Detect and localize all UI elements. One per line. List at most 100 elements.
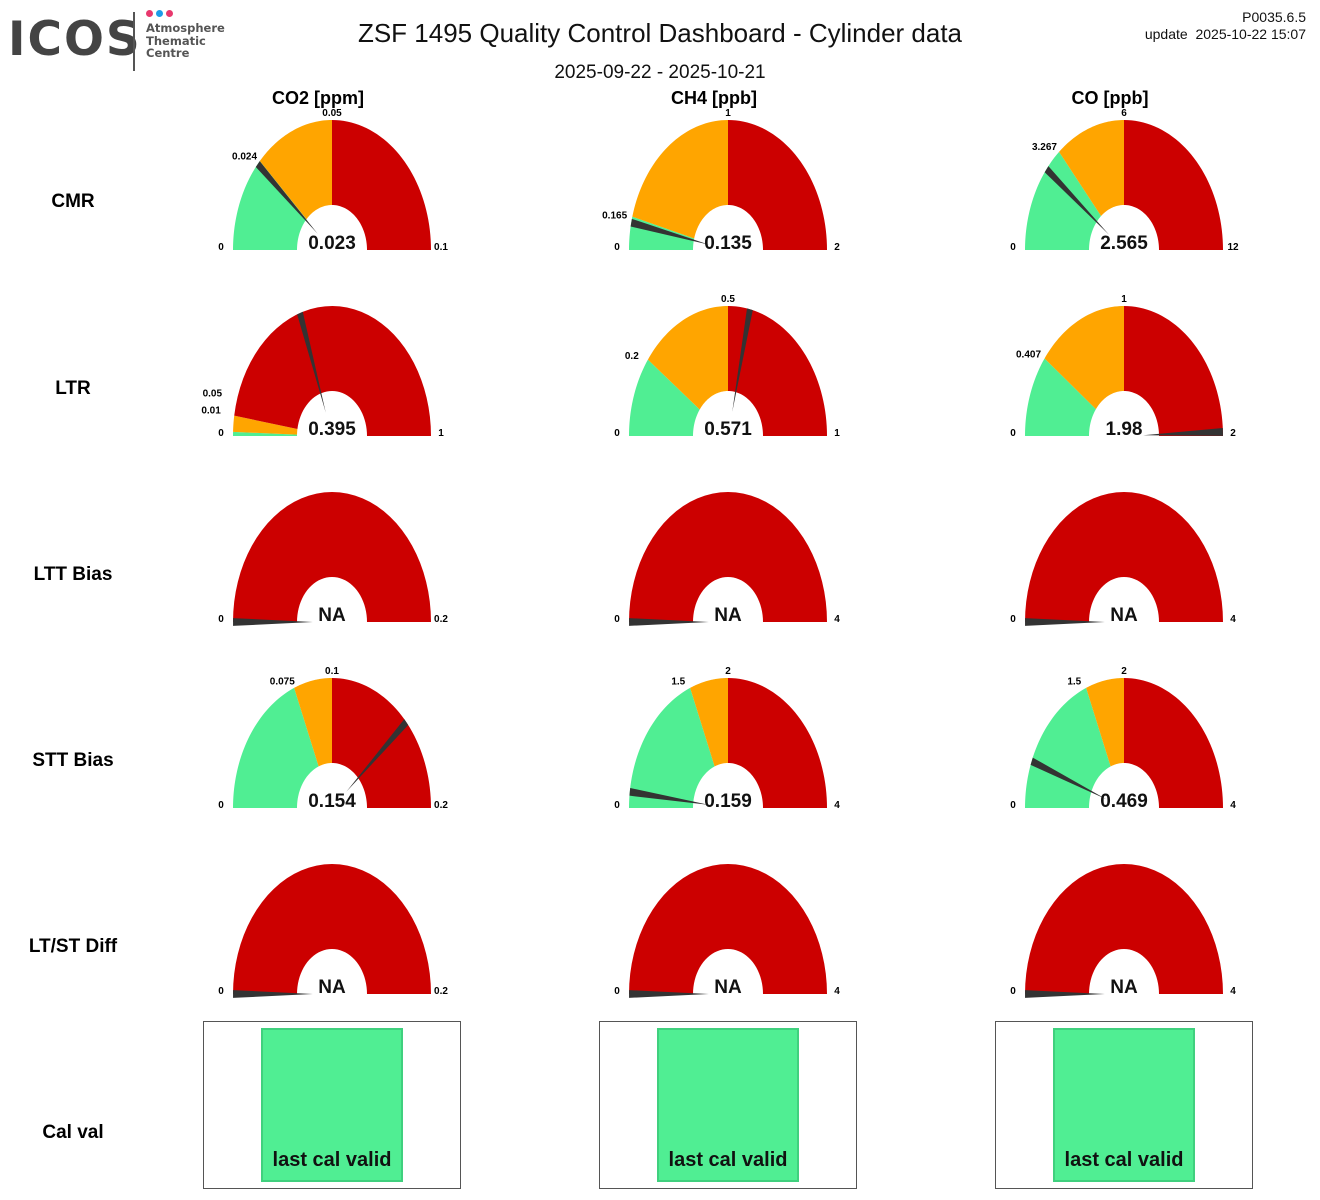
gauge-max-label: 1 [438, 428, 444, 439]
gauge-red-zone [332, 678, 431, 808]
gauge-red-zone [233, 492, 431, 622]
gauge-max-label: 0.2 [434, 986, 448, 997]
gauge-value: 1.98 [1106, 419, 1143, 440]
gauge-value: NA [714, 605, 742, 626]
gauge-needle [629, 618, 709, 626]
gauge-max-label: 4 [1230, 800, 1236, 811]
gauge-orange-threshold-label: 2 [725, 666, 731, 677]
gauge-needle [1025, 990, 1105, 998]
logo-divider [133, 12, 135, 71]
gauge-red-zone [1124, 678, 1223, 808]
cal-val-box-co2: last cal valid [203, 1021, 461, 1189]
gauge-min-label: 0 [1010, 986, 1016, 997]
gauge-red-zone [1025, 492, 1223, 622]
gauge-orange-zone [1044, 306, 1124, 410]
gauge-max-label: 4 [834, 614, 840, 625]
gauge-orange-threshold-label: 1 [725, 108, 731, 119]
gauge-max-label: 2 [834, 242, 840, 253]
gauge-red-zone [1124, 306, 1223, 436]
gauge-needle [255, 161, 318, 234]
gauge-green-threshold-label: 0.407 [1016, 350, 1041, 361]
gauge-red-zone [332, 120, 431, 250]
cal-status-label: last cal valid [668, 1149, 788, 1171]
gauge-orange-zone [1086, 678, 1124, 767]
gauge-red-zone [629, 864, 827, 994]
gauge-orange-zone [294, 678, 332, 767]
gauge-needle [233, 618, 313, 626]
gauge-min-label: 0 [614, 242, 620, 253]
gauge-min-label: 0 [1010, 800, 1016, 811]
gauge-orange-zone [647, 306, 728, 410]
row-label: LTR [55, 378, 91, 399]
gauge-orange-zone [259, 120, 332, 220]
logo-line: Centre [146, 46, 190, 60]
gauge-red-zone [728, 306, 827, 436]
gauge-green-zone [629, 359, 700, 436]
gauge-green-zone [233, 687, 319, 808]
gauge-green-zone [1025, 358, 1096, 436]
column-header: CO [ppb] [1072, 88, 1149, 108]
gauge-max-label: 0.2 [434, 800, 448, 811]
gauge-orange-threshold-label: 0.05 [203, 388, 223, 399]
gauge-max-label: 1 [834, 428, 840, 439]
gauge-orange-zone [1059, 120, 1124, 217]
page-title: ZSF 1495 Quality Control Dashboard - Cyl… [357, 18, 963, 48]
gauge-green-threshold-label: 0.024 [232, 152, 257, 163]
gauge-value: 2.565 [1100, 233, 1148, 254]
gauge-max-label: 2 [1230, 428, 1236, 439]
gauge-min-label: 0 [218, 800, 224, 811]
gauge-red-zone [233, 864, 431, 994]
row-label: Cal val [42, 1122, 103, 1143]
gauge-value: 0.023 [308, 233, 356, 254]
gauge-value: NA [318, 605, 346, 626]
gauge-max-label: 0.2 [434, 614, 448, 625]
version-info: P0035.6.5 update 2025-10-22 15:07 [1145, 9, 1306, 43]
gauge-green-zone [233, 161, 307, 250]
logo-line: Thematic [146, 33, 206, 48]
gauge-min-label: 0 [614, 986, 620, 997]
gauge-needle [1143, 428, 1223, 436]
gauge-green-threshold-label: 0.075 [270, 677, 295, 688]
gauge-needle [629, 990, 709, 998]
gauge-value: NA [1110, 605, 1138, 626]
cal-val-box-ch4: last cal valid [599, 1021, 857, 1189]
cal-status-indicator: last cal valid [1053, 1028, 1195, 1182]
gauge-red-zone [1124, 120, 1223, 250]
gauge-min-label: 0 [614, 614, 620, 625]
gauge-red-zone [728, 120, 827, 250]
gauge-orange-threshold-label: 2 [1121, 666, 1127, 677]
row-label: CMR [51, 191, 95, 212]
gauge-green-threshold-label: 0.165 [602, 211, 627, 222]
gauge-value: 0.159 [704, 791, 752, 812]
column-header: CH4 [ppb] [671, 88, 757, 108]
gauge-green-zone [629, 687, 715, 808]
gauge-max-label: 0.1 [434, 242, 448, 253]
column-header: CO2 [ppm] [272, 88, 364, 108]
version-label: P0035.6.5 [1242, 9, 1306, 25]
gauge-value: NA [1110, 977, 1138, 998]
gauge-orange-zone [632, 120, 728, 239]
gauge-green-threshold-label: 1.5 [1067, 677, 1081, 688]
gauge-green-zone [1025, 687, 1111, 808]
row-label: LT/ST Diff [29, 936, 118, 957]
gauge-max-label: 12 [1227, 242, 1239, 253]
gauge-min-label: 0 [218, 986, 224, 997]
gauge-value: 0.571 [704, 419, 752, 440]
logo-dot [166, 10, 173, 17]
gauge-needle [630, 218, 710, 245]
gauge-needle [1044, 166, 1109, 235]
gauge-value: 0.395 [308, 419, 356, 440]
gauge-min-label: 0 [1010, 614, 1016, 625]
gauge-orange-threshold-label: 0.5 [721, 294, 735, 305]
gauge-orange-threshold-label: 0.05 [322, 108, 342, 119]
gauge-orange-zone [690, 678, 728, 767]
gauge-value: NA [714, 977, 742, 998]
gauge-min-label: 0 [218, 242, 224, 253]
gauge-red-zone [629, 492, 827, 622]
gauge-min-label: 0 [1010, 242, 1016, 253]
gauge-value: 0.469 [1100, 791, 1148, 812]
gauge-value: 0.154 [308, 791, 356, 812]
gauge-needle [629, 787, 709, 805]
gauge-needle [732, 308, 753, 412]
